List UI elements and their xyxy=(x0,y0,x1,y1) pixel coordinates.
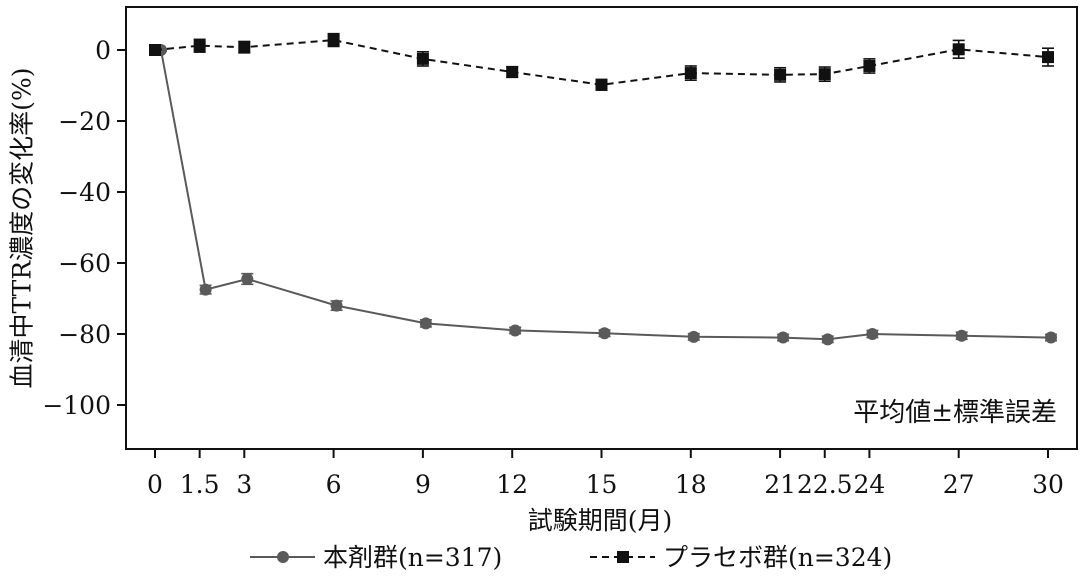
x-tick-label: 18 xyxy=(675,470,707,499)
y-axis-ticks: 0 −20 −40 −60 −80 −100 xyxy=(42,36,126,420)
data-point xyxy=(595,78,608,91)
y-tick-label: −100 xyxy=(42,391,111,420)
x-tick-label: 21 xyxy=(764,470,796,499)
series-line xyxy=(160,49,1052,341)
legend: 本剤群(n=317) プラセボ群(n=324) xyxy=(250,543,892,572)
x-tick-label: 3 xyxy=(236,470,252,499)
data-point xyxy=(955,329,968,342)
data-point xyxy=(866,328,879,340)
data-point xyxy=(818,68,831,81)
data-point xyxy=(327,34,340,47)
x-tick-label: 15 xyxy=(586,470,618,499)
series-line xyxy=(154,39,1049,86)
data-point xyxy=(241,272,254,285)
data-point xyxy=(199,283,212,296)
data-point xyxy=(1044,331,1057,344)
x-tick-label: 24 xyxy=(853,470,885,499)
x-tick-label: 22.5 xyxy=(797,470,853,499)
data-point xyxy=(1042,51,1054,64)
legend-item-active: 本剤群(n=317) xyxy=(250,543,502,572)
x-tick-label: 12 xyxy=(496,470,528,499)
x-tick-label: 0 xyxy=(147,470,163,499)
y-axis-title: 血清中TTR濃度の変化率(%) xyxy=(8,68,37,389)
x-axis-title: 試験期間(月) xyxy=(528,506,673,535)
data-point xyxy=(774,68,787,81)
series-layer xyxy=(149,32,1057,346)
x-tick-label: 1.5 xyxy=(180,470,220,499)
y-tick-label: 0 xyxy=(95,36,111,65)
x-axis-ticks: 0 1.5 3 6 9 12 15 18 21 22.5 24 27 30 xyxy=(147,449,1064,499)
x-tick-label: 9 xyxy=(415,470,431,499)
data-point xyxy=(509,324,522,337)
data-point xyxy=(777,331,790,344)
legend-label-active: 本剤群(n=317) xyxy=(323,543,502,572)
legend-item-placebo: プラセボ群(n=324) xyxy=(590,543,892,572)
data-point xyxy=(149,44,161,56)
x-tick-label: 30 xyxy=(1032,470,1064,499)
data-point xyxy=(416,52,429,65)
data-point xyxy=(330,299,343,312)
y-tick-label: −60 xyxy=(58,249,111,278)
data-point xyxy=(952,43,965,56)
y-tick-label: −20 xyxy=(58,107,111,136)
data-point xyxy=(821,333,834,346)
legend-marker-placebo xyxy=(617,551,629,563)
series-active xyxy=(154,44,1057,346)
x-tick-label: 27 xyxy=(943,470,975,499)
y-tick-label: −40 xyxy=(58,178,111,207)
data-point xyxy=(238,41,251,54)
data-point xyxy=(419,317,432,330)
legend-marker-active xyxy=(277,551,289,563)
data-point xyxy=(687,330,700,343)
annotation-mean-se: 平均値±標準誤差 xyxy=(853,398,1057,428)
y-tick-label: −80 xyxy=(58,320,111,349)
data-point xyxy=(684,67,697,80)
data-point xyxy=(193,39,206,52)
series-placebo xyxy=(149,32,1054,91)
data-point xyxy=(598,327,611,340)
plot-frame xyxy=(125,6,1078,450)
x-tick-label: 6 xyxy=(326,470,342,499)
data-point xyxy=(506,66,519,79)
legend-label-placebo: プラセボ群(n=324) xyxy=(663,543,892,572)
data-point xyxy=(863,59,876,72)
